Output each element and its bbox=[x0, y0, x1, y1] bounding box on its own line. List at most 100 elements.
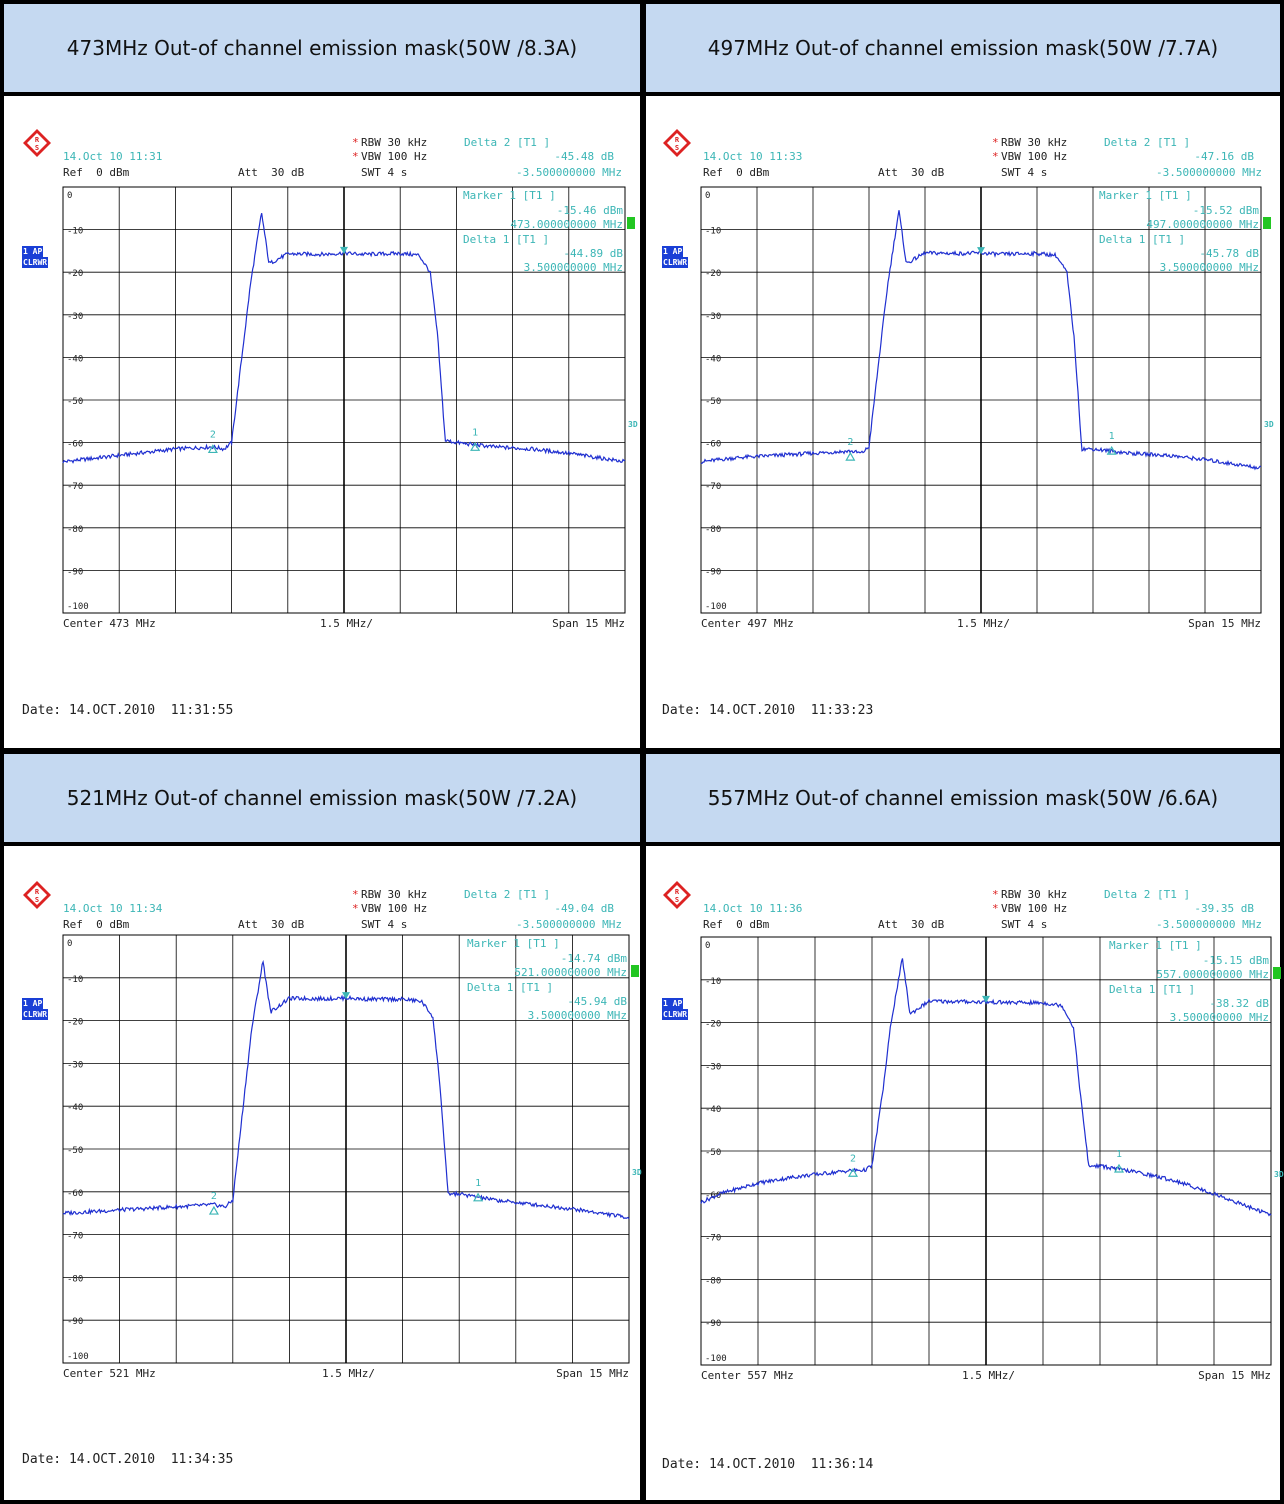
delta2-frequency: -3.500000000 MHz bbox=[516, 918, 622, 931]
rbw-setting: RBW 30 kHz bbox=[1001, 136, 1068, 149]
y-tick-label: -40 bbox=[705, 354, 721, 364]
reference-level: Ref 0 dBm bbox=[703, 166, 770, 179]
delta2-value: -47.16 dB bbox=[1194, 150, 1254, 163]
marker1-frequency: 473.000000000 MHz bbox=[510, 218, 623, 231]
svg-text:S: S bbox=[35, 144, 39, 152]
center-frequency: Center 557 MHz bbox=[701, 1369, 794, 1382]
svg-text:R: R bbox=[675, 136, 680, 144]
spectrum-trace bbox=[700, 958, 1272, 1217]
trace-ap-badge: 1 AP bbox=[22, 998, 44, 1009]
y-tick-label: -70 bbox=[705, 1234, 721, 1244]
delta1-value: -45.78 dB bbox=[1199, 247, 1259, 260]
delta-marker-label: 2 bbox=[211, 1191, 217, 1202]
delta1-label: Delta 1 [T1 ] bbox=[1099, 233, 1186, 246]
y-tick-label: 0 bbox=[705, 191, 710, 201]
y-tick-label: -40 bbox=[67, 1103, 83, 1113]
panel-title: 521MHz Out-of channel emission mask(50W … bbox=[4, 754, 640, 846]
vbw-flag-icon: * bbox=[992, 902, 999, 915]
marker1-value: -14.74 dBm bbox=[560, 952, 627, 965]
marker1-value: -15.46 dBm bbox=[556, 204, 623, 217]
trace-mode-badge: CLRWR bbox=[662, 257, 689, 268]
delta-marker-2-icon bbox=[208, 1205, 219, 1215]
y-tick-label: -30 bbox=[67, 312, 83, 322]
capture-date: Date: 14.OCT.2010 11:34:35 bbox=[22, 1452, 234, 1467]
frequency-per-division: 1.5 MHz/ bbox=[322, 1367, 375, 1380]
side-3d-indicator-icon: 3D bbox=[632, 1168, 642, 1177]
vbw-flag-icon: * bbox=[352, 902, 359, 915]
rbw-setting: RBW 30 kHz bbox=[1001, 888, 1068, 901]
delta-marker-1-icon bbox=[1106, 445, 1117, 455]
y-tick-label: -20 bbox=[67, 1018, 83, 1028]
delta-marker-label: 1 bbox=[472, 427, 478, 438]
sweep-time: SWT 4 s bbox=[1001, 918, 1048, 931]
delta1-label: Delta 1 [T1 ] bbox=[467, 981, 554, 994]
attenuation: Att 30 dB bbox=[878, 166, 945, 179]
reference-level: Ref 0 dBm bbox=[63, 918, 130, 931]
sweep-datetime: 14.Oct 10 11:33 bbox=[703, 150, 803, 163]
panel-title: 497MHz Out-of channel emission mask(50W … bbox=[646, 4, 1280, 96]
y-tick-label: -90 bbox=[67, 567, 83, 577]
y-tick-label: -20 bbox=[67, 269, 83, 279]
marker-1-reference-icon bbox=[342, 992, 350, 1000]
side-3d-indicator-icon: 3D bbox=[1264, 420, 1274, 429]
delta1-value: -44.89 dB bbox=[563, 247, 623, 260]
marker1-value: -15.52 dBm bbox=[1192, 204, 1259, 217]
side-indicator-icon bbox=[631, 965, 639, 977]
y-tick-label: -60 bbox=[67, 1189, 83, 1199]
row-divider bbox=[0, 748, 1284, 754]
svg-text:S: S bbox=[675, 896, 679, 904]
delta2-label: Delta 2 [T1 ] bbox=[464, 888, 551, 901]
trace-ap-badge: 1 AP bbox=[22, 246, 44, 257]
delta-marker-2-icon bbox=[207, 444, 218, 454]
delta2-frequency: -3.500000000 MHz bbox=[516, 166, 622, 179]
side-indicator-icon bbox=[1263, 217, 1271, 229]
delta-marker-label: 1 bbox=[1116, 1149, 1122, 1160]
capture-date: Date: 14.OCT.2010 11:31:55 bbox=[22, 703, 234, 718]
vbw-setting: VBW 100 Hz bbox=[361, 902, 428, 915]
delta-marker-1-icon bbox=[473, 1192, 484, 1202]
delta-marker-label: 2 bbox=[850, 1153, 856, 1164]
svg-text:R: R bbox=[35, 888, 40, 896]
marker-1-reference-icon bbox=[340, 246, 348, 254]
reference-level: Ref 0 dBm bbox=[63, 166, 130, 179]
svg-text:R: R bbox=[35, 136, 40, 144]
reference-level: Ref 0 dBm bbox=[703, 918, 770, 931]
sweep-datetime: 14.Oct 10 11:36 bbox=[703, 902, 803, 915]
y-tick-label: -80 bbox=[67, 1274, 83, 1284]
delta-marker-label: 2 bbox=[210, 429, 216, 440]
y-tick-label: -10 bbox=[67, 975, 83, 985]
y-tick-label: -40 bbox=[67, 354, 83, 364]
delta-marker-1-icon bbox=[470, 442, 481, 451]
y-tick-label: -50 bbox=[705, 1148, 721, 1158]
y-tick-label: -60 bbox=[67, 440, 83, 450]
vbw-setting: VBW 100 Hz bbox=[361, 150, 428, 163]
side-3d-indicator-icon: 3D bbox=[1274, 1170, 1284, 1179]
frequency-span: Span 15 MHz bbox=[1188, 617, 1261, 630]
y-tick-label: -20 bbox=[705, 269, 721, 279]
marker1-label: Marker 1 [T1 ] bbox=[467, 937, 560, 950]
rbw-flag-icon: * bbox=[992, 888, 999, 901]
sweep-datetime: 14.Oct 10 11:31 bbox=[63, 150, 163, 163]
y-tick-label: -90 bbox=[705, 567, 721, 577]
y-tick-label: -30 bbox=[67, 1060, 83, 1070]
delta1-value: -45.94 dB bbox=[567, 995, 627, 1008]
frequency-per-division: 1.5 MHz/ bbox=[320, 617, 373, 630]
svg-text:R: R bbox=[675, 888, 680, 896]
marker1-frequency: 557.000000000 MHz bbox=[1156, 968, 1269, 981]
frequency-per-division: 1.5 MHz/ bbox=[962, 1369, 1015, 1382]
marker-1-reference-icon bbox=[977, 247, 985, 255]
delta2-label: Delta 2 [T1 ] bbox=[1104, 136, 1191, 149]
delta1-frequency: 3.500000000 MHz bbox=[523, 261, 623, 274]
delta1-value: -38.32 dB bbox=[1209, 997, 1269, 1010]
y-tick-label: -10 bbox=[705, 977, 721, 987]
delta2-label: Delta 2 [T1 ] bbox=[1104, 888, 1191, 901]
delta-marker-label: 1 bbox=[475, 1178, 481, 1189]
side-3d-indicator-icon: 3D bbox=[628, 420, 638, 429]
side-indicator-icon bbox=[627, 217, 635, 229]
svg-text:S: S bbox=[35, 896, 39, 904]
